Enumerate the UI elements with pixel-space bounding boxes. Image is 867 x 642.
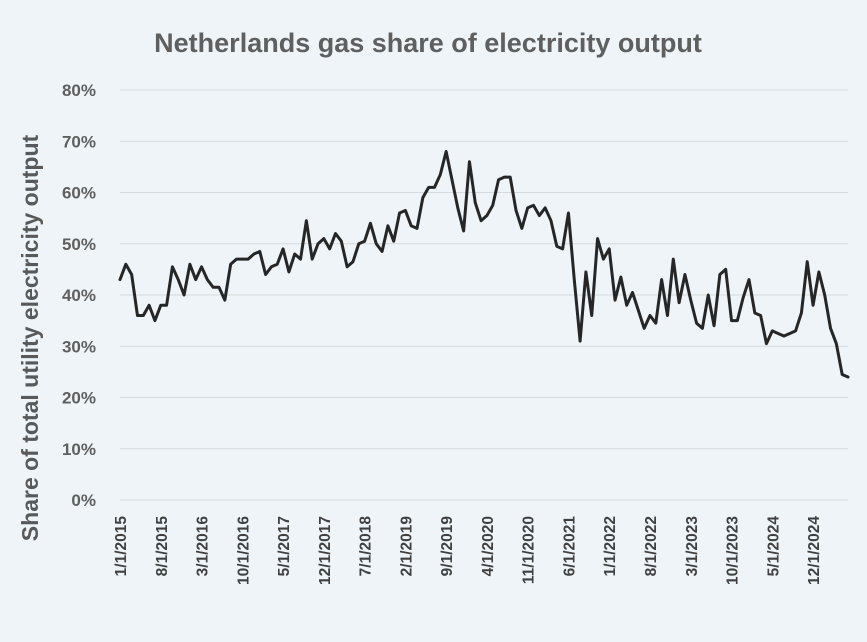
x-tick-label: 3/1/2016 <box>195 516 212 577</box>
x-tick-label: 6/1/2021 <box>561 516 578 577</box>
y-axis-label: Share of total utility electricity outpu… <box>17 134 43 541</box>
x-tick-label: 5/1/2024 <box>765 516 782 577</box>
y-tick-label: 20% <box>62 389 96 408</box>
x-tick-label: 9/1/2019 <box>439 516 456 577</box>
x-tick-label: 1/1/2015 <box>113 516 130 577</box>
x-tick-label: 3/1/2023 <box>684 516 701 577</box>
series-line <box>118 150 850 379</box>
x-tick-label: 4/1/2020 <box>480 516 497 576</box>
x-tick-label: 1/1/2022 <box>602 516 619 576</box>
x-tick-label: 11/1/2020 <box>521 516 538 584</box>
y-tick-label: 40% <box>62 286 96 305</box>
y-tick-label: 50% <box>62 235 96 254</box>
y-tick-labels: 0% 10% 20% 30% 40% 50% 60% 70% 80% <box>62 81 96 510</box>
x-tick-labels: 1/1/2015 8/1/2015 3/1/2016 10/1/2016 5/1/201… <box>113 516 823 585</box>
y-tick-label: 0% <box>71 491 96 510</box>
x-tick-label: 12/1/2017 <box>317 516 334 585</box>
series-layer <box>118 150 850 379</box>
y-tick-label: 30% <box>62 337 96 356</box>
x-tick-label: 8/1/2015 <box>154 516 171 577</box>
x-tick-label: 12/1/2024 <box>806 516 823 585</box>
x-tick-label: 10/1/2016 <box>235 516 252 585</box>
y-tick-label: 80% <box>62 81 96 100</box>
y-tick-label: 70% <box>62 132 96 151</box>
y-tick-label: 10% <box>62 440 96 459</box>
x-tick-label: 10/1/2023 <box>725 516 742 585</box>
y-tick-label: 60% <box>62 184 96 203</box>
chart-title: Netherlands gas share of electricity out… <box>154 28 702 58</box>
x-tick-label: 2/1/2019 <box>398 516 415 577</box>
x-tick-label: 7/1/2018 <box>358 516 375 577</box>
x-tick-label: 8/1/2022 <box>643 516 660 576</box>
gridlines <box>120 89 848 501</box>
x-tick-label: 5/1/2017 <box>276 516 293 576</box>
